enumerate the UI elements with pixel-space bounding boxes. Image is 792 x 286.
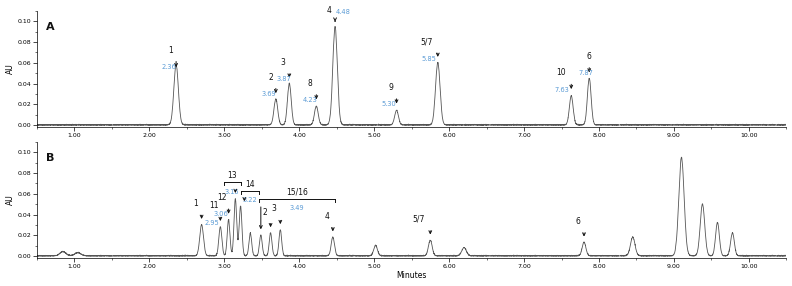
Text: 7.87: 7.87 [579,70,594,76]
Text: 4.23: 4.23 [303,97,318,103]
Text: 3.22: 3.22 [242,197,257,203]
Text: 3: 3 [272,204,276,213]
Y-axis label: AU: AU [6,64,14,74]
Text: 14: 14 [245,180,254,188]
Text: 6: 6 [576,217,581,226]
Text: 9: 9 [388,83,393,92]
Text: 4: 4 [325,212,329,221]
Text: 1: 1 [168,45,173,55]
Text: 2.95: 2.95 [204,220,219,226]
Text: 10: 10 [556,68,565,78]
Text: 5/7: 5/7 [421,37,432,46]
Text: 3: 3 [280,58,285,67]
Text: 12: 12 [217,193,227,202]
Text: 3.87: 3.87 [276,76,291,82]
X-axis label: Minutes: Minutes [396,271,427,281]
Text: 7.63: 7.63 [555,87,569,93]
Text: 13: 13 [227,171,237,180]
Text: 3.69: 3.69 [262,91,276,97]
Text: 4.48: 4.48 [336,9,351,15]
Text: 3.15: 3.15 [225,188,240,194]
Text: 5/7: 5/7 [413,215,425,224]
Text: B: B [46,153,54,162]
Text: 2: 2 [268,73,273,82]
Text: 3.49: 3.49 [290,205,304,211]
Text: 5.30: 5.30 [382,101,397,107]
Y-axis label: AU: AU [6,195,14,205]
Text: 6: 6 [587,52,592,61]
Text: 2: 2 [262,208,267,217]
Text: 11: 11 [210,201,219,210]
Text: 4: 4 [326,6,332,15]
Text: A: A [46,22,55,32]
Text: 15/16: 15/16 [286,188,308,197]
Text: 1: 1 [193,199,198,208]
Text: 3.06: 3.06 [214,211,228,217]
Text: 8: 8 [308,79,313,88]
Text: 2.36: 2.36 [162,64,176,70]
Text: 5.85: 5.85 [421,55,436,61]
